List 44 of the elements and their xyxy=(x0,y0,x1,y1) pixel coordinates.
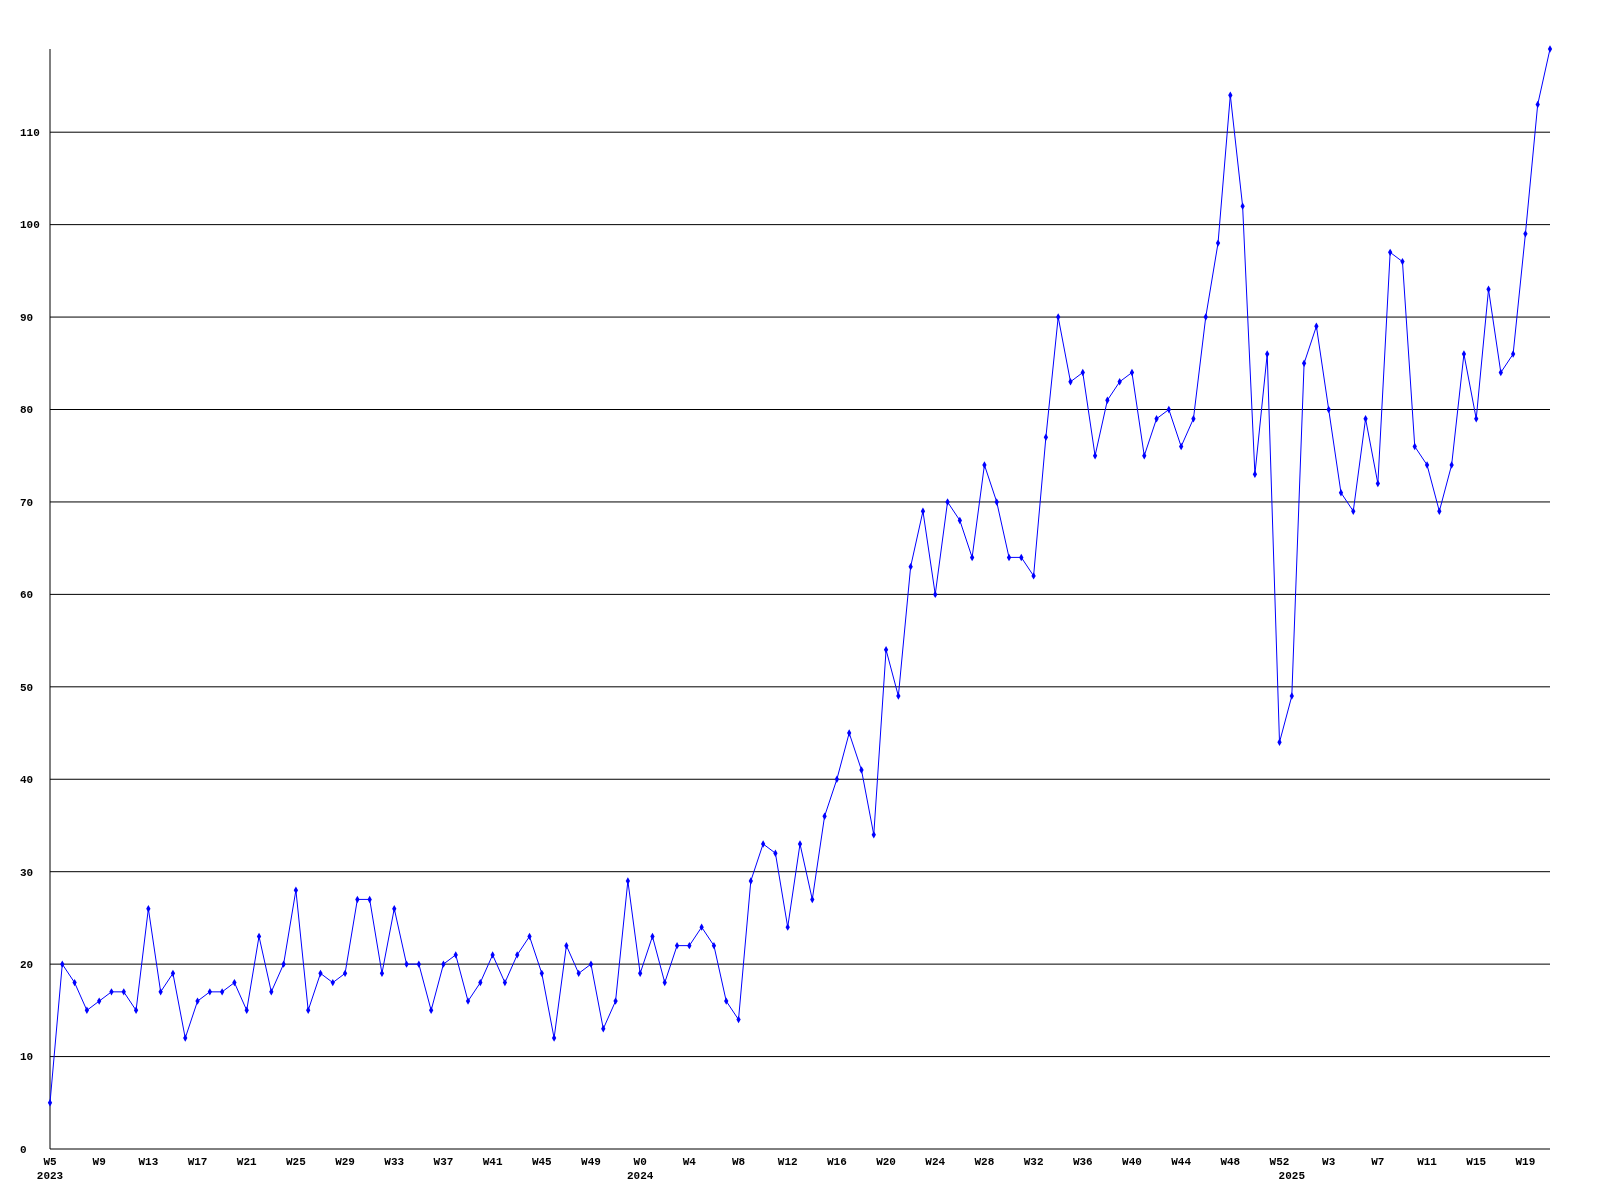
x-tick-label: W16 xyxy=(826,1156,847,1168)
x-tick-label: W24 xyxy=(925,1156,946,1168)
x-tick-label: W3 xyxy=(1322,1156,1336,1168)
x-tick-label: W9 xyxy=(92,1156,106,1168)
x-tick-label: W7 xyxy=(1371,1156,1385,1168)
y-tick-label: 50 xyxy=(20,681,34,694)
x-tick-label: 2025 xyxy=(1278,1170,1306,1182)
x-tick-label: W20 xyxy=(876,1156,896,1168)
x-tick-label: W49 xyxy=(581,1156,601,1168)
x-tick-label: W12 xyxy=(777,1156,798,1168)
x-tick-label: W29 xyxy=(335,1156,355,1168)
y-tick-label: 20 xyxy=(20,958,34,971)
y-tick-label: 10 xyxy=(20,1051,34,1064)
x-tick-label: W41 xyxy=(482,1156,503,1168)
y-tick-label: 70 xyxy=(20,496,34,509)
y-tick-label: 100 xyxy=(20,219,40,232)
x-tick-label: W19 xyxy=(1515,1156,1536,1168)
x-tick-label: W4 xyxy=(682,1156,697,1168)
x-tick-label: W28 xyxy=(974,1156,995,1168)
y-tick-label: 110 xyxy=(20,127,40,140)
y-tick-label: 30 xyxy=(20,866,34,879)
x-tick-label: W25 xyxy=(286,1156,307,1168)
x-tick-label: W36 xyxy=(1072,1156,1093,1168)
x-tick-label: W8 xyxy=(731,1156,746,1168)
y-tick-label: 80 xyxy=(20,404,34,417)
x-tick-label: W0 2024 xyxy=(626,1156,654,1182)
x-tick-label: W17 xyxy=(187,1156,208,1168)
x-tick-label: W15 xyxy=(1466,1156,1487,1168)
y-tick-label: 0 xyxy=(20,1143,27,1156)
y-tick-label: 40 xyxy=(20,774,34,787)
x-tick-label: W5 2023 xyxy=(36,1156,64,1182)
x-tick-label: W11 xyxy=(1417,1156,1438,1168)
x-tick-label: W21 xyxy=(236,1156,258,1168)
x-tick-label: W48 xyxy=(1220,1156,1241,1168)
x-tick-label: W33 xyxy=(384,1156,405,1168)
x-tick-label: W13 xyxy=(138,1156,159,1168)
y-tick-label: 90 xyxy=(20,311,34,324)
x-tick-label: W44 xyxy=(1171,1156,1192,1168)
x-tick-label: W45 xyxy=(531,1156,553,1168)
x-tick-label: W52 xyxy=(1269,1156,1290,1168)
y-tick-label: 60 xyxy=(20,589,34,602)
x-tick-label: W40 xyxy=(1122,1156,1142,1168)
x-tick-label: W32 xyxy=(1023,1156,1044,1168)
x-tick-label: W37 xyxy=(433,1156,454,1168)
